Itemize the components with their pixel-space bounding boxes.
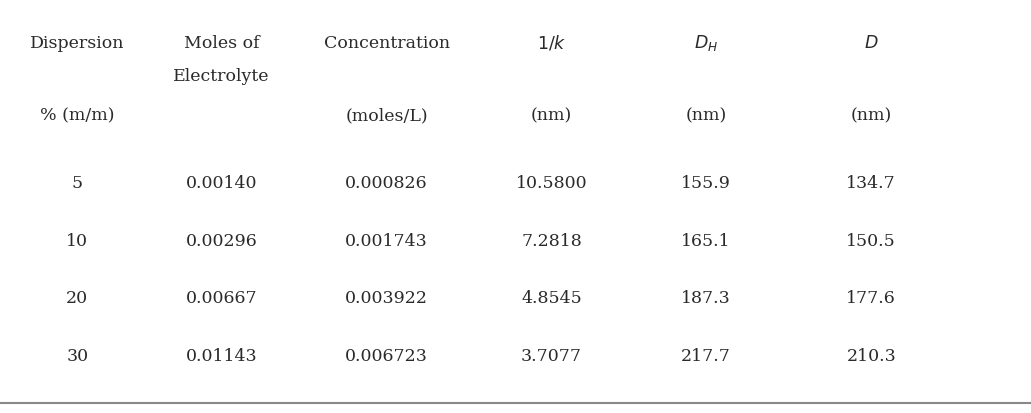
- Text: 150.5: 150.5: [846, 233, 896, 250]
- Text: 177.6: 177.6: [846, 290, 896, 307]
- Text: Concentration: Concentration: [324, 35, 450, 52]
- Text: Dispersion: Dispersion: [30, 35, 125, 52]
- Text: 134.7: 134.7: [846, 175, 896, 192]
- Text: % (m/m): % (m/m): [40, 107, 114, 124]
- Text: Moles of: Moles of: [184, 35, 260, 52]
- Text: 5: 5: [72, 175, 82, 192]
- Text: 7.2818: 7.2818: [522, 233, 581, 250]
- Text: 0.01143: 0.01143: [186, 347, 258, 365]
- Text: 10.5800: 10.5800: [516, 175, 588, 192]
- Text: 20: 20: [66, 290, 89, 307]
- Text: 0.00667: 0.00667: [186, 290, 258, 307]
- Text: 0.000826: 0.000826: [345, 175, 428, 192]
- Text: 30: 30: [66, 347, 89, 365]
- Text: $D_H$: $D_H$: [694, 33, 719, 53]
- Text: 4.8545: 4.8545: [522, 290, 581, 307]
- Text: 0.00140: 0.00140: [186, 175, 258, 192]
- Text: Electrolyte: Electrolyte: [173, 68, 270, 85]
- Text: (moles/L): (moles/L): [345, 107, 428, 124]
- Text: 217.7: 217.7: [681, 347, 731, 365]
- Text: 0.00296: 0.00296: [186, 233, 258, 250]
- Text: $1/k$: $1/k$: [537, 34, 566, 53]
- Text: (nm): (nm): [686, 107, 727, 124]
- Text: 0.006723: 0.006723: [345, 347, 428, 365]
- Text: 10: 10: [66, 233, 89, 250]
- Text: 210.3: 210.3: [846, 347, 896, 365]
- Text: 0.001743: 0.001743: [345, 233, 428, 250]
- Text: 0.003922: 0.003922: [345, 290, 428, 307]
- Text: 165.1: 165.1: [681, 233, 731, 250]
- Text: 3.7077: 3.7077: [521, 347, 583, 365]
- Text: 187.3: 187.3: [681, 290, 731, 307]
- Text: 155.9: 155.9: [681, 175, 731, 192]
- Text: $D$: $D$: [864, 35, 878, 52]
- Text: (nm): (nm): [531, 107, 572, 124]
- Text: (nm): (nm): [851, 107, 892, 124]
